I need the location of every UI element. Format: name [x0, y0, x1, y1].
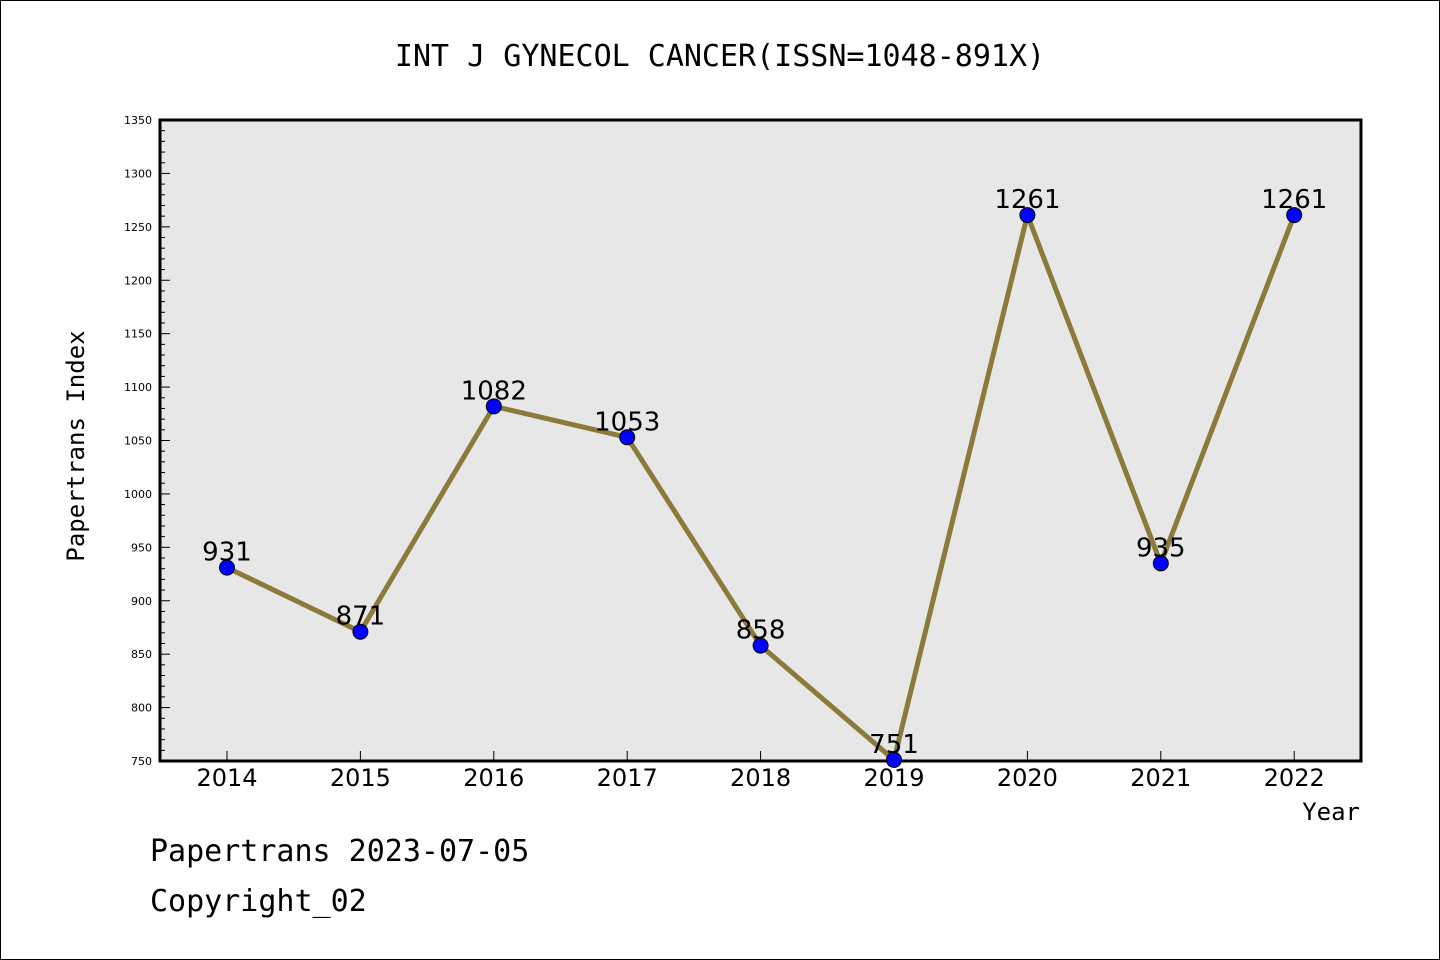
data-point: [1286, 207, 1303, 224]
x-tick-label: 2014: [196, 764, 257, 792]
data-label: 1261: [994, 185, 1060, 215]
y-tick-label: 1300: [124, 167, 152, 180]
x-tick-label: 2017: [597, 764, 658, 792]
series-layer: [219, 206, 1303, 768]
x-tick-label: 2021: [1130, 764, 1191, 792]
x-axis-ticks: 2014 2015 2016 2017 2018 2019 2020 2021 2022: [196, 751, 1325, 792]
data-point: [352, 623, 369, 640]
footer-copyright: Copyright_02: [150, 884, 367, 919]
x-tick-label: 2022: [1264, 764, 1325, 792]
data-label: 1261: [1261, 185, 1327, 215]
y-tick-label: 1350: [124, 114, 152, 127]
x-tick-label: 2015: [330, 764, 391, 792]
data-point: [1019, 207, 1036, 224]
y-tick-label: 750: [131, 755, 152, 768]
y-tick-label: 1200: [124, 274, 152, 287]
data-point: [752, 637, 769, 654]
data-label: 1082: [461, 376, 527, 406]
data-label: 871: [336, 602, 386, 632]
y-tick-label: 1250: [124, 221, 152, 234]
y-tick-label: 900: [131, 595, 152, 608]
y-tick-label: 1100: [124, 381, 152, 394]
data-label: 751: [869, 730, 919, 760]
data-label: 931: [202, 538, 252, 568]
chart-title: INT J GYNECOL CANCER(ISSN=1048-891X): [395, 39, 1045, 74]
data-point: [485, 398, 502, 415]
footer-date-line: Papertrans 2023-07-05: [150, 834, 530, 869]
y-tick-label: 850: [131, 648, 152, 661]
x-axis-label: Year: [1302, 798, 1360, 826]
y-axis-label: Papertrans Index: [62, 330, 90, 561]
data-labels-layer: 931 871 1082 1053 858 751 1261 935 1261: [202, 185, 1327, 760]
data-point: [619, 429, 636, 446]
data-label: 1053: [594, 407, 660, 437]
x-tick-label: 2019: [863, 764, 924, 792]
y-tick-label: 950: [131, 541, 152, 554]
y-tick-label: 800: [131, 702, 152, 715]
y-tick-label: 1150: [124, 328, 152, 341]
y-tick-label: 1000: [124, 488, 152, 501]
data-point: [886, 751, 902, 768]
y-axis-ticks: 750 800 850 900 950 1000 1050 1100 1150 1200 1250 1…: [124, 114, 170, 768]
x-tick-label: 2020: [997, 764, 1058, 792]
data-label: 858: [736, 616, 786, 646]
x-tick-label: 2018: [730, 764, 791, 792]
data-point: [219, 559, 235, 576]
plot-area: [158, 118, 1363, 763]
data-point: [1152, 555, 1169, 572]
y-tick-label: 1050: [124, 435, 152, 448]
x-tick-label: 2016: [463, 764, 524, 792]
data-label: 935: [1136, 533, 1186, 563]
